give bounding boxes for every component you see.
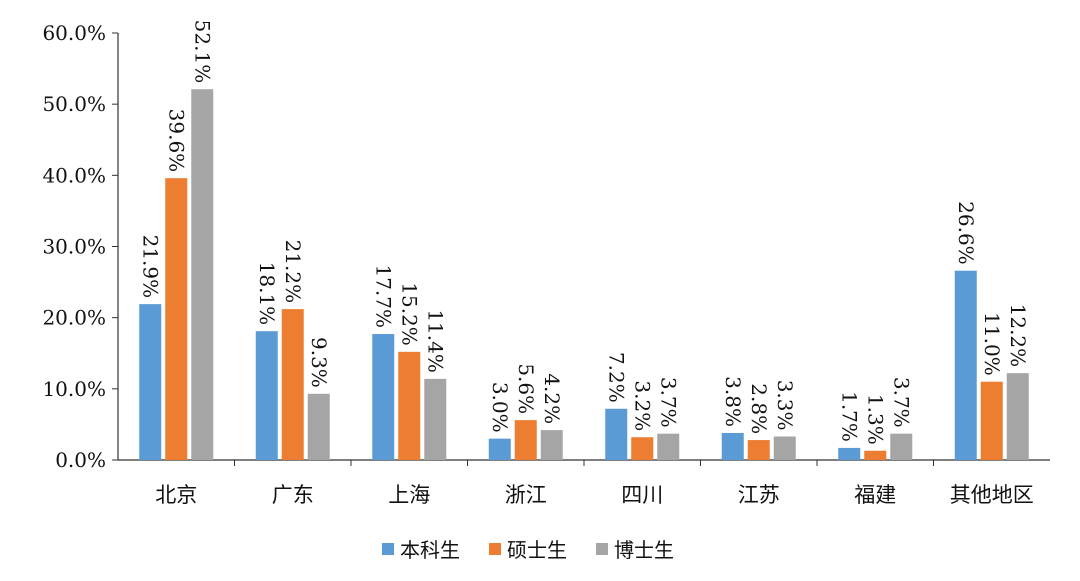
bar-硕士生: [980, 381, 1003, 460]
data-label: 1.7%: [837, 391, 861, 442]
legend-label: 博士生: [614, 538, 674, 562]
bar-硕士生: [281, 309, 304, 460]
data-label: 3.8%: [721, 376, 745, 427]
x-tick-label: 其他地区: [950, 483, 1034, 507]
data-label: 15.2%: [397, 282, 421, 346]
bar-博士生: [424, 378, 447, 460]
data-label: 1.3%: [863, 394, 887, 445]
data-label: 7.2%: [604, 352, 628, 403]
data-label: 4.2%: [540, 373, 564, 424]
data-label: 26.6%: [954, 201, 978, 265]
bar-博士生: [657, 433, 680, 460]
legend-swatch: [596, 543, 608, 555]
bar-硕士生: [398, 351, 421, 460]
bar-硕士生: [514, 420, 537, 460]
legend-swatch: [382, 543, 394, 555]
x-tick-label: 浙江: [505, 483, 547, 507]
data-label: 39.6%: [164, 109, 188, 173]
bar-硕士生: [165, 178, 188, 460]
x-tick-label: 北京: [155, 483, 197, 507]
legend-swatch: [489, 543, 501, 555]
data-label: 52.1%: [190, 20, 214, 84]
bar-博士生: [307, 393, 330, 460]
y-tick-label: 30.0%: [42, 235, 106, 259]
bar-本科生: [372, 334, 395, 460]
x-tick-label: 江苏: [738, 483, 780, 507]
x-tick-label: 上海: [388, 483, 430, 507]
bar-本科生: [954, 270, 977, 460]
bar-硕士生: [864, 450, 887, 460]
y-tick-label: 60.0%: [42, 21, 106, 45]
bar-博士生: [890, 433, 913, 460]
data-label: 12.2%: [1006, 304, 1030, 368]
data-label: 11.0%: [980, 312, 1004, 376]
data-label: 21.2%: [281, 240, 305, 304]
y-tick-label: 20.0%: [42, 306, 106, 330]
data-label: 11.4%: [423, 309, 447, 373]
legend-label: 硕士生: [507, 538, 567, 562]
bar-本科生: [139, 304, 162, 460]
data-label: 2.8%: [747, 383, 771, 434]
y-tick-label: 10.0%: [42, 377, 106, 401]
bar-博士生: [191, 89, 214, 460]
x-tick-label: 四川: [621, 483, 663, 507]
x-tick-label: 福建: [854, 483, 896, 507]
bar-硕士生: [747, 440, 770, 460]
bar-博士生: [773, 436, 796, 460]
data-label: 3.3%: [773, 380, 797, 431]
data-label: 3.7%: [889, 377, 913, 428]
y-tick-label: 40.0%: [42, 163, 106, 187]
data-label: 18.1%: [255, 262, 279, 326]
data-label: 3.7%: [656, 377, 680, 428]
bar-博士生: [1006, 373, 1029, 460]
bar-本科生: [488, 438, 511, 460]
bar-本科生: [605, 408, 628, 460]
data-label: 9.3%: [307, 337, 331, 388]
data-label: 3.2%: [630, 380, 654, 431]
bar-本科生: [255, 331, 278, 460]
y-tick-label: 0.0%: [55, 448, 106, 472]
bar-硕士生: [631, 437, 654, 460]
data-label: 5.6%: [514, 363, 538, 414]
data-label: 3.0%: [488, 382, 512, 433]
data-label: 21.9%: [138, 235, 162, 299]
bar-本科生: [838, 447, 861, 460]
data-label: 17.7%: [371, 264, 395, 328]
x-tick-label: 广东: [272, 483, 314, 507]
bar-博士生: [540, 430, 563, 460]
y-tick-label: 50.0%: [42, 92, 106, 116]
legend-label: 本科生: [400, 538, 460, 562]
bar-本科生: [721, 432, 744, 460]
